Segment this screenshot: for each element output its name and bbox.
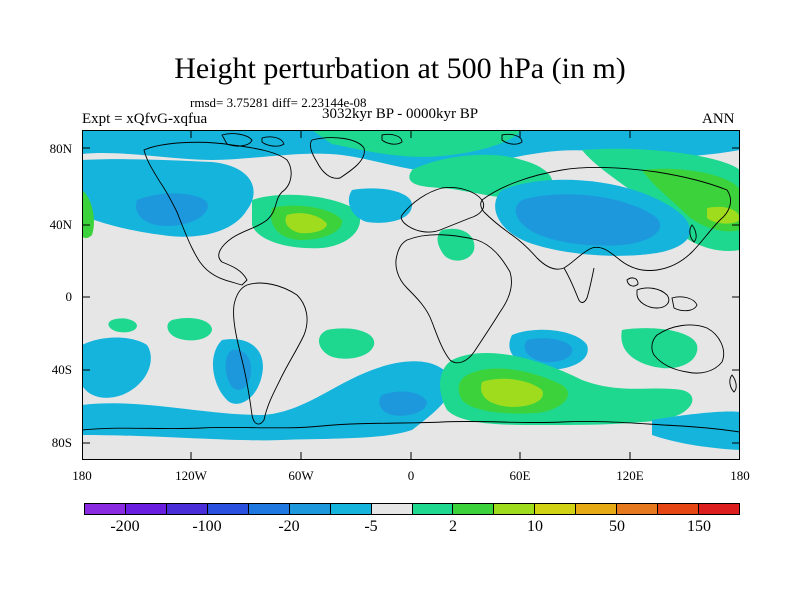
lon-label-0: 0 (407, 468, 415, 483)
season-label: ANN (702, 111, 735, 127)
lat-label-80n: 80N (49, 141, 72, 156)
lon-label-120w: 120W (175, 468, 207, 483)
anomaly-spacific-blue-mid (225, 349, 252, 390)
coast-se-asia-islands (626, 277, 698, 312)
lat-label-40s: 40S (51, 362, 72, 377)
colorbar-swatch (535, 504, 577, 514)
height-perturbation-map (82, 130, 740, 460)
colorbar-label: 50 (609, 518, 625, 535)
map-frame (82, 130, 740, 460)
coast-australia (651, 324, 725, 374)
coast-japan (689, 224, 697, 243)
anomaly-west-green (82, 190, 94, 239)
anomaly-npacific-blue-mid (136, 193, 208, 226)
anomaly-natlantic-lime (285, 213, 327, 234)
colorbar-swatch (85, 504, 126, 514)
anomaly-south-green-1 (167, 318, 212, 341)
anomaly-east-asia-lime (707, 206, 740, 224)
anomaly-south-green-3 (108, 318, 137, 333)
colorbar-swatch (412, 504, 454, 514)
anomaly-southern-ocean-blue (82, 361, 453, 441)
coast-greenland (309, 137, 365, 179)
lon-label-60e: 60E (509, 468, 531, 483)
anomaly-australia-green (621, 328, 698, 369)
colorbar-swatch (658, 504, 700, 514)
anomaly-eurasia-blue-mid (515, 194, 661, 246)
anomaly-spacific-blue (82, 337, 151, 398)
colorbar-label: -200 (110, 518, 140, 535)
colorbar-swatch (330, 504, 372, 514)
coast-india (563, 267, 595, 303)
colorbar-swatch (207, 504, 249, 514)
colorbar-swatch (166, 504, 208, 514)
experiment-label: Expt = xQfvG-xqfua (82, 111, 208, 127)
colorbar-label: 2 (449, 518, 457, 535)
colorbar-swatch (248, 504, 290, 514)
colorbar-label: 10 (527, 518, 543, 535)
colorbar-label: -100 (192, 518, 222, 535)
period-label: 3032kyr BP - 0000kyr BP (322, 106, 479, 122)
rmsd-stats: rmsd= 3.75281 diff= 2.23144e-08 (190, 95, 367, 110)
colorbar-swatch (371, 504, 413, 514)
lat-label-80s: 80S (51, 435, 72, 450)
colorbar-swatch (699, 504, 739, 514)
colorbar-label: -20 (278, 518, 300, 535)
lat-label-40n: 40N (49, 217, 72, 232)
colorbar-label: 150 (687, 518, 711, 535)
lon-label-180w: 180 (72, 468, 92, 483)
colorbar-swatch (494, 504, 536, 514)
anomaly-indian-south-lime (481, 378, 543, 407)
colorbar-swatch (289, 504, 331, 514)
anomaly-europe-blue (348, 188, 412, 223)
anomaly-south-green-2 (318, 328, 375, 359)
lon-label-60w: 60W (288, 468, 314, 483)
coast-asia (480, 166, 731, 271)
lat-label-0: 0 (65, 289, 73, 304)
coast-new-zealand (729, 374, 737, 393)
plot-title: Height perturbation at 500 hPa (in m) (174, 52, 626, 85)
coast-north-america (143, 141, 292, 286)
colorbar-swatch (125, 504, 167, 514)
colorbar-swatch (453, 504, 495, 514)
axis-ticks (82, 130, 740, 460)
coast-europe (400, 187, 485, 233)
colorbar-label: -5 (364, 518, 378, 535)
lon-label-180e: 180 (730, 468, 750, 483)
anomaly-indian-blue-mid (524, 338, 573, 363)
colorbar (84, 503, 740, 515)
coast-arctic-islands (221, 133, 523, 147)
coast-antarctica (82, 420, 740, 433)
colorbar-swatch (576, 504, 618, 514)
anomaly-south-atlantic-blue (379, 391, 427, 416)
colorbar-swatch (617, 504, 659, 514)
coast-africa (395, 234, 512, 364)
lon-label-120e: 120E (616, 468, 644, 483)
coastlines (82, 133, 740, 433)
anomaly-antarctic-blue (652, 411, 740, 450)
anomaly-sahara-green (437, 228, 475, 261)
coast-south-america (233, 282, 308, 425)
